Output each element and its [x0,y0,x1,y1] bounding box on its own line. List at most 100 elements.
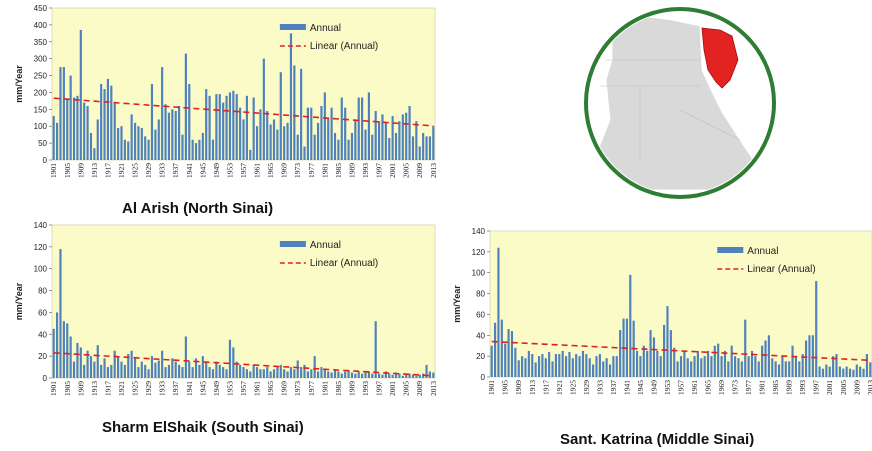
bar [316,371,320,378]
bar [56,312,59,378]
bar [432,126,435,160]
bar [713,345,716,377]
bar [384,122,387,160]
bar [333,369,337,378]
bar [361,97,364,160]
bar [490,345,493,377]
bar [771,358,774,377]
bar [110,85,113,160]
bar [706,350,710,377]
bar [344,371,347,378]
bar [852,369,855,377]
x-tick-label: 1953 [225,163,234,178]
bar [201,356,204,378]
bar [289,367,293,378]
bar [330,107,333,160]
bar [266,367,269,378]
bar [354,373,357,378]
bar [855,364,858,377]
bar [340,373,343,378]
bar [235,361,238,378]
bar [320,367,323,378]
bar [320,105,323,160]
bar [394,372,398,378]
x-tick-label: 1993 [361,381,370,396]
bar [76,343,79,378]
bar [666,306,669,377]
bar [123,364,126,378]
bar [283,126,286,160]
caption-sharm-elshaik: Sharm ElShaik (South Sinai) [102,419,304,436]
bar [205,89,208,160]
x-tick-label: 1925 [131,163,140,178]
bar [69,75,72,160]
bar [117,356,120,378]
bar [323,369,326,378]
bar [821,368,825,377]
bar [554,354,557,377]
bar [79,29,82,161]
bar [164,104,167,160]
bar [723,350,727,377]
bar [289,33,293,160]
bar [371,134,374,160]
x-tick-label: 2009 [415,163,424,178]
bar [848,368,852,377]
bar [164,367,167,378]
legend-label-trend: Linear (Annual) [310,258,378,269]
bar [757,361,760,377]
bar [144,364,147,378]
bar [405,112,408,160]
bar [133,122,137,160]
bar [300,367,303,378]
x-tick-label: 1945 [636,380,645,395]
bar [171,358,174,378]
y-tick-label: 140 [34,221,48,230]
bar [262,369,265,378]
bar [578,356,581,377]
bar [286,122,289,160]
bar [737,358,740,377]
x-tick-label: 1929 [582,380,591,395]
bar [72,361,76,378]
x-tick-label: 1921 [117,163,126,178]
bar [571,358,574,377]
bar [279,364,282,378]
x-tick-label: 1949 [212,163,221,178]
x-tick-label: 1993 [361,163,370,178]
x-tick-label: 1989 [785,380,794,395]
bar [218,94,221,160]
x-tick-label: 1985 [334,163,343,178]
bar [66,99,69,160]
x-tick-label: 1941 [185,163,194,178]
x-tick-label: 1917 [103,163,112,178]
bar [313,134,316,160]
bar [286,371,289,378]
bar [188,361,191,378]
bar [130,350,133,378]
y-tick-label: 300 [34,55,48,64]
bar [181,367,184,378]
bar [747,356,750,377]
bar [140,361,143,378]
y-tick-label: 150 [34,105,48,114]
x-tick-label: 2001 [825,380,834,395]
x-tick-label: 1997 [375,381,384,396]
bar [96,119,99,160]
bar [306,107,309,160]
bar [86,105,89,160]
bar [784,361,787,377]
bar [401,114,404,160]
x-tick-label: 2013 [429,381,438,396]
x-tick-label: 1953 [225,381,234,396]
x-tick-label: 1949 [649,380,658,395]
bar [720,356,723,377]
bar [161,67,164,160]
bar [239,364,242,378]
bar [218,364,221,378]
bar [374,111,377,160]
bar [561,350,564,377]
bar [398,121,401,160]
bar [354,119,357,160]
bar [642,345,645,377]
